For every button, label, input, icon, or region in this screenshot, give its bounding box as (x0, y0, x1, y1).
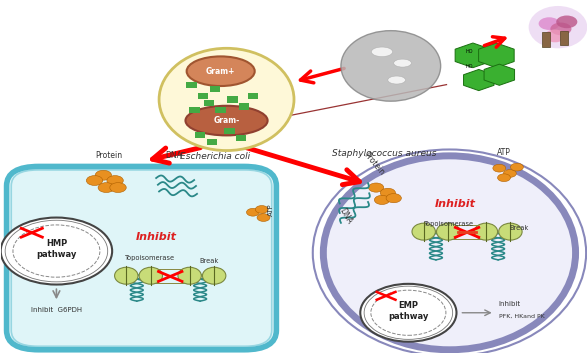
Text: Escherichia coli: Escherichia coli (179, 152, 250, 161)
Bar (239, 103, 249, 110)
Ellipse shape (436, 223, 460, 240)
Text: HO: HO (466, 64, 473, 69)
Text: Inhibit: Inhibit (499, 301, 521, 307)
Circle shape (107, 176, 123, 185)
Ellipse shape (388, 76, 406, 84)
Ellipse shape (159, 48, 294, 150)
Ellipse shape (202, 267, 226, 284)
Ellipse shape (529, 6, 587, 48)
Bar (227, 96, 238, 103)
Text: Gram-: Gram- (213, 116, 240, 125)
FancyBboxPatch shape (6, 166, 276, 350)
Bar (209, 86, 220, 92)
Circle shape (380, 188, 396, 198)
Circle shape (1, 218, 112, 285)
Text: Gram+: Gram+ (206, 67, 235, 76)
Circle shape (497, 174, 510, 182)
Bar (203, 100, 214, 106)
Text: Inhibit: Inhibit (136, 232, 176, 242)
Text: Protein: Protein (96, 152, 123, 160)
Bar (195, 132, 205, 138)
Bar (224, 128, 235, 134)
Text: Protein: Protein (362, 150, 386, 177)
Text: ATP: ATP (268, 203, 274, 216)
Ellipse shape (139, 267, 162, 284)
Circle shape (246, 209, 259, 216)
Text: DNA: DNA (338, 207, 354, 226)
Text: HMP
pathway: HMP pathway (36, 239, 76, 259)
Circle shape (493, 164, 506, 172)
Text: Staphylococcus aureus: Staphylococcus aureus (332, 149, 437, 158)
Ellipse shape (474, 223, 497, 240)
Circle shape (375, 195, 390, 205)
Circle shape (369, 183, 384, 192)
Text: Inhibit: Inhibit (435, 199, 476, 209)
Text: Topoisomerase: Topoisomerase (425, 221, 475, 227)
Ellipse shape (186, 56, 255, 86)
Circle shape (255, 206, 268, 213)
Text: DNA: DNA (165, 152, 182, 160)
Circle shape (95, 170, 112, 180)
Circle shape (539, 17, 560, 30)
Circle shape (86, 176, 103, 185)
Bar (542, 33, 550, 46)
Circle shape (556, 16, 577, 28)
Bar (206, 138, 217, 145)
Text: HO: HO (466, 48, 473, 53)
Circle shape (257, 214, 270, 222)
Circle shape (503, 170, 516, 177)
Bar (198, 93, 208, 99)
Ellipse shape (185, 106, 268, 135)
Text: Inhibit  G6PDH: Inhibit G6PDH (31, 308, 82, 313)
Ellipse shape (394, 59, 412, 67)
Ellipse shape (115, 267, 138, 284)
Bar (189, 107, 199, 113)
Circle shape (98, 183, 115, 193)
Bar (248, 93, 258, 99)
Bar (215, 107, 226, 113)
Text: PFK, HKand PK: PFK, HKand PK (499, 313, 544, 319)
Text: Topoisomerase: Topoisomerase (125, 255, 175, 261)
Ellipse shape (323, 156, 576, 350)
Bar (186, 82, 196, 88)
Ellipse shape (372, 47, 393, 57)
Bar (560, 31, 568, 45)
Circle shape (360, 284, 456, 342)
Bar (236, 135, 246, 141)
Circle shape (386, 194, 402, 203)
Circle shape (510, 163, 523, 171)
Circle shape (550, 23, 572, 35)
Text: Break: Break (510, 224, 529, 230)
Circle shape (544, 30, 566, 42)
Ellipse shape (499, 223, 522, 240)
Ellipse shape (341, 31, 440, 101)
Text: Break: Break (199, 258, 219, 264)
Circle shape (110, 183, 126, 193)
Text: EMP
pathway: EMP pathway (388, 301, 429, 321)
Text: ATP: ATP (497, 148, 511, 157)
Ellipse shape (412, 223, 435, 240)
Ellipse shape (178, 267, 201, 284)
